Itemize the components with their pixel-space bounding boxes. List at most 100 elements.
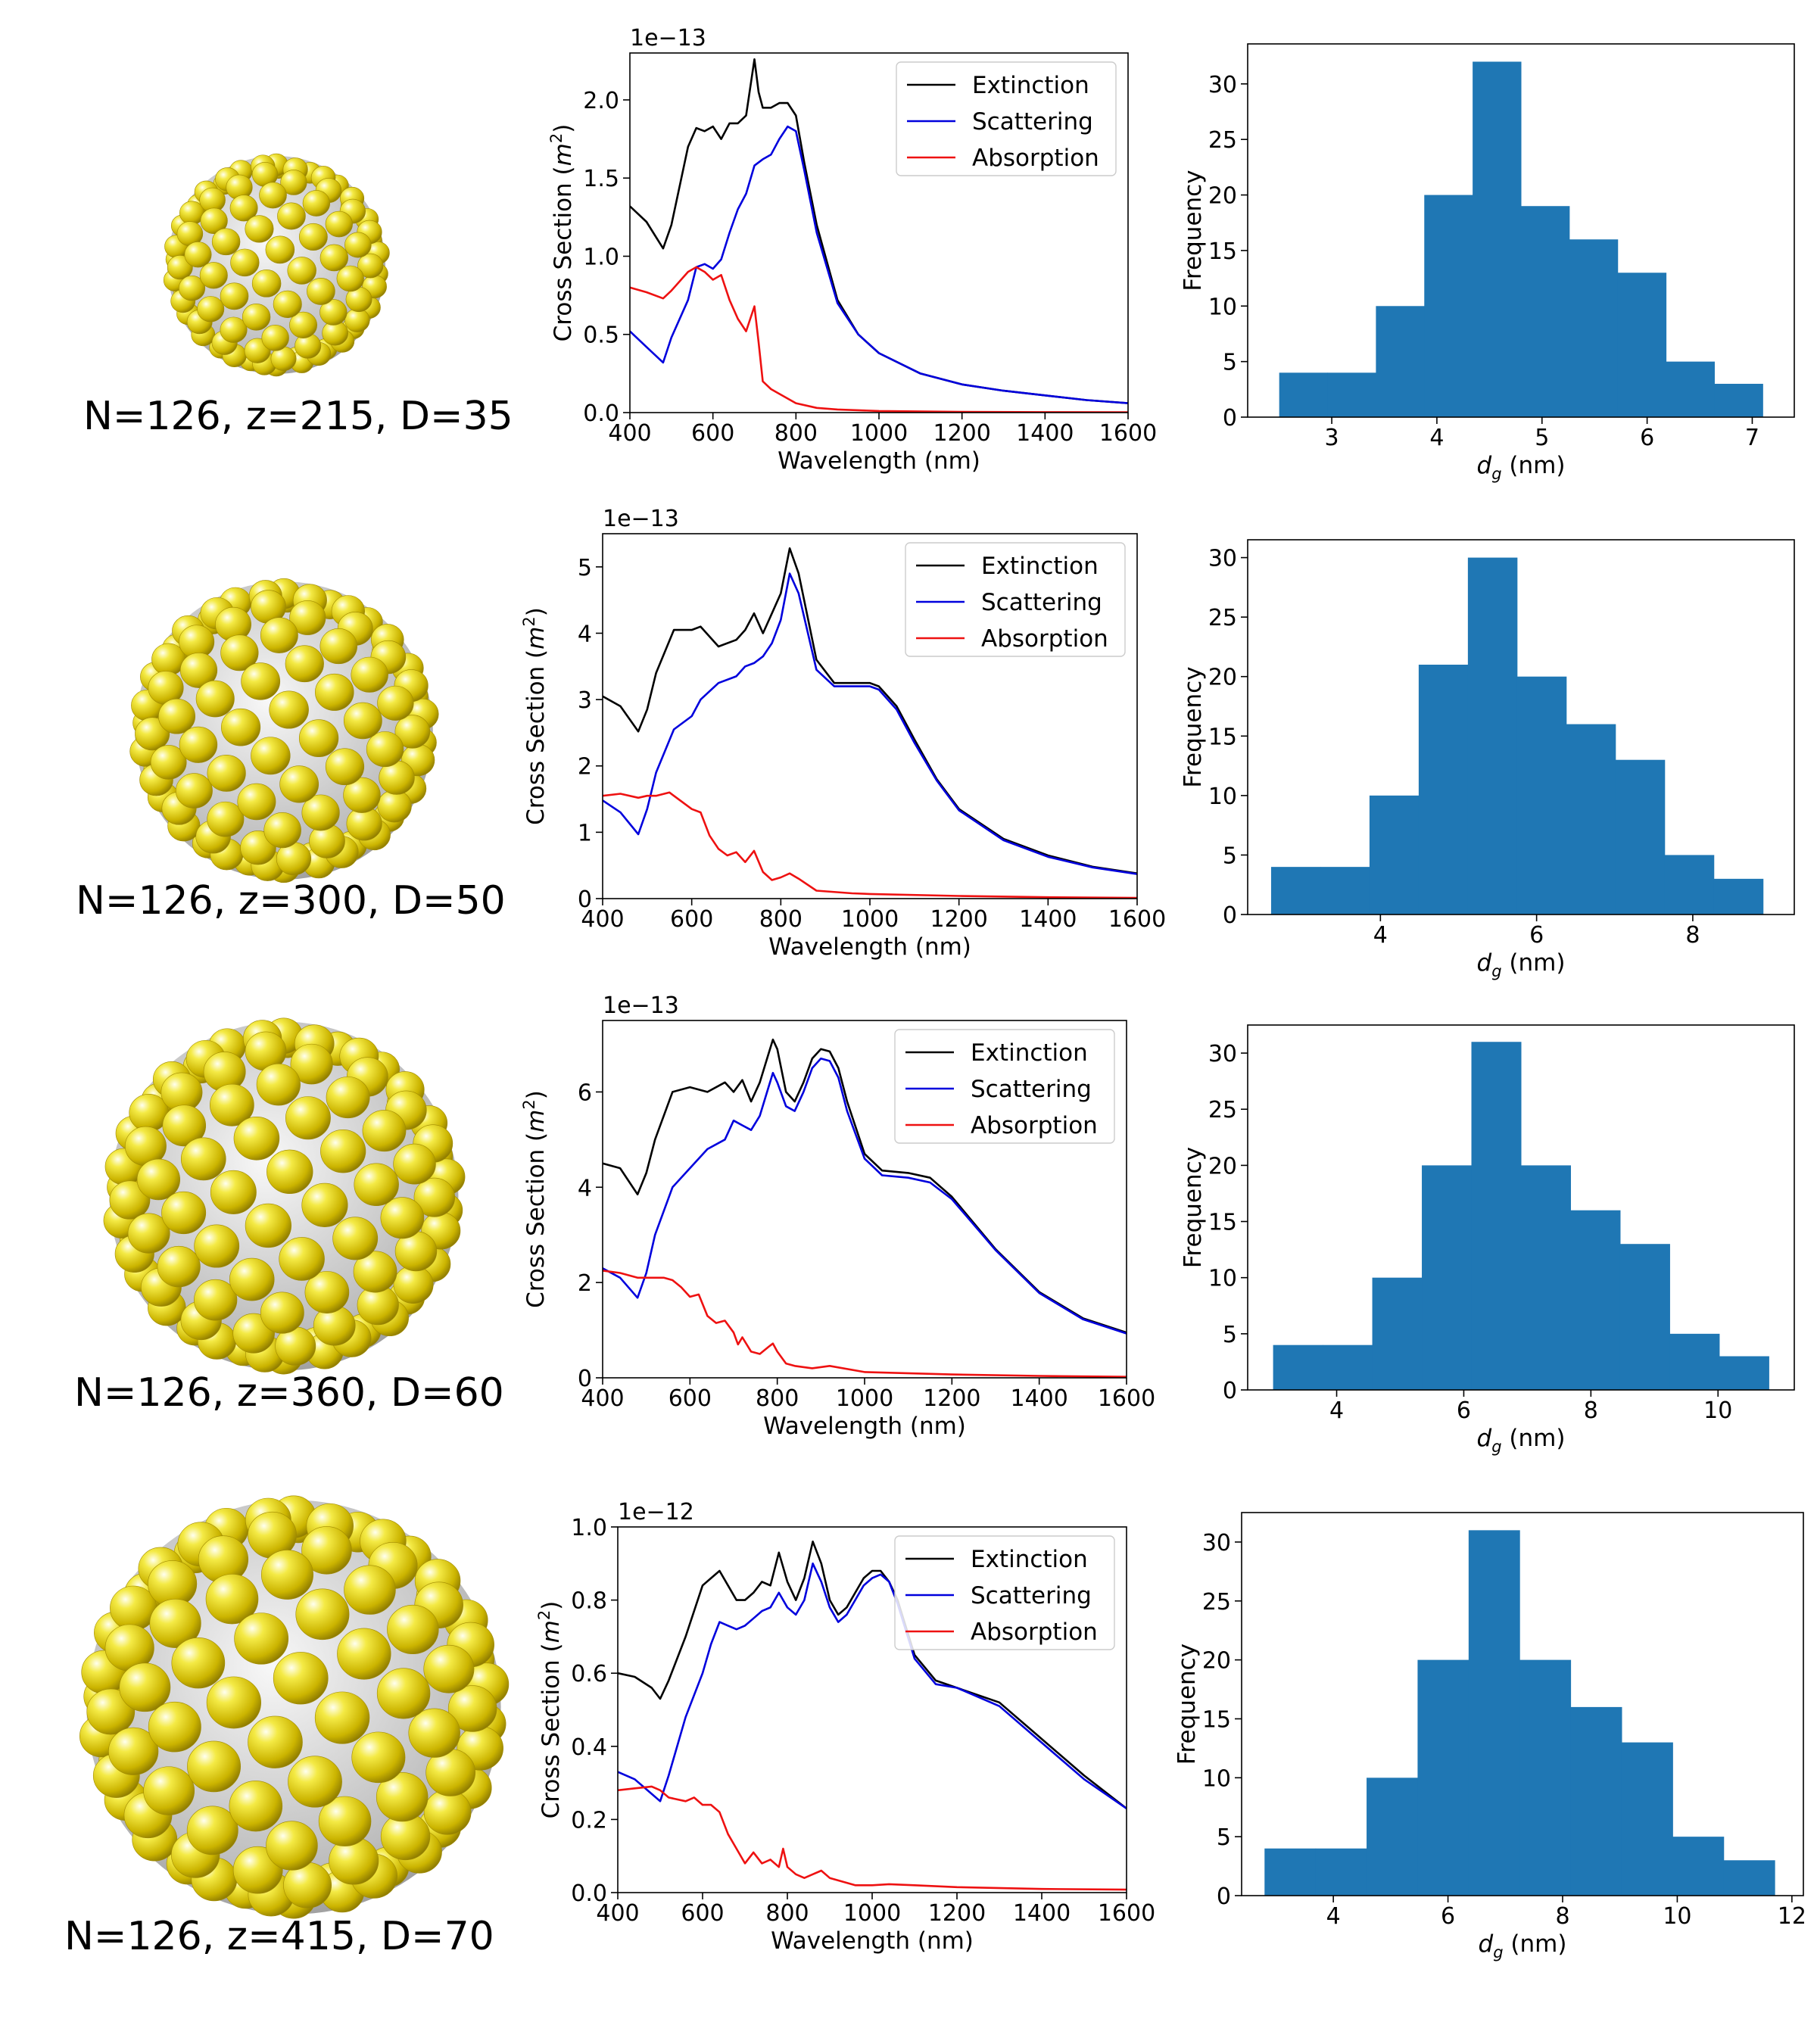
y-tick-label: 1 <box>578 820 592 846</box>
gold-sphere <box>206 1676 261 1729</box>
y-tick-label: 4 <box>578 621 592 647</box>
gold-sphere <box>447 1685 497 1732</box>
histogram-bar <box>1615 759 1666 915</box>
gold-sphere <box>408 1708 460 1758</box>
gold-sphere <box>289 311 317 338</box>
histogram-bar <box>1516 676 1567 915</box>
gold-sphere <box>393 1143 436 1185</box>
gold-sphere <box>175 773 213 809</box>
y-tick-label: 0.5 <box>583 322 619 349</box>
gold-sphere <box>167 255 193 280</box>
gold-sphere <box>393 1265 434 1304</box>
histogram-bar <box>1723 1860 1775 1896</box>
spectrum-chart-row-1: 400 600 800 1000 1200 1400 1600 0.0 0.5 1.0 1.5 2.0… <box>547 25 1157 475</box>
legend-frame <box>894 1535 1115 1650</box>
y-tick-label: 0.4 <box>571 1734 607 1761</box>
caption-row-4: N=126, z=415, D=70 <box>64 1914 494 1959</box>
y-axis-label: Cross Section (m2) <box>547 124 577 342</box>
spectrum-chart-row-3: 400 600 800 1000 1200 1400 1600 0 2 4 6 1e−13 Wavele… <box>520 992 1155 1440</box>
gold-sphere <box>86 1688 136 1735</box>
histogram-bar <box>1422 1165 1473 1390</box>
y-tick-label: 3 <box>578 687 592 714</box>
gold-sphere <box>237 783 276 821</box>
legend-label-absorption: Absorption <box>981 625 1108 653</box>
gold-sphere <box>290 1043 333 1085</box>
legend-label-extinction: Extinction <box>981 553 1099 580</box>
gold-sphere <box>200 207 228 235</box>
y-tick-label: 1.5 <box>583 166 619 192</box>
x-tick-label: 1000 <box>850 420 908 447</box>
y-tick-label: 30 <box>1208 546 1237 572</box>
x-tick-label: 8 <box>1555 1903 1569 1930</box>
histogram-bar <box>1621 1742 1673 1896</box>
gold-sphere <box>301 1182 348 1227</box>
x-tick-label: 4 <box>1329 1397 1344 1424</box>
gold-sphere <box>194 1224 240 1268</box>
histogram-bar <box>1570 1706 1622 1896</box>
y-tick-label: 0 <box>1223 405 1237 432</box>
x-tick-label: 3 <box>1325 425 1339 451</box>
y-tick-label: 4 <box>578 1175 592 1201</box>
x-tick-label: 800 <box>759 906 803 933</box>
y-tick-label: 25 <box>1202 1589 1231 1616</box>
gold-sphere <box>289 600 326 635</box>
x-tick-label: 1000 <box>841 906 899 933</box>
x-tick-label: 10 <box>1663 1903 1691 1930</box>
x-tick-label: 1000 <box>836 1385 893 1412</box>
axis-scale-label: 1e−12 <box>618 1499 694 1525</box>
series-line-extinction <box>603 1038 1127 1334</box>
y-tick-label: 0 <box>578 886 592 913</box>
gold-sphere <box>108 1727 159 1775</box>
x-tick-label: 1600 <box>1108 906 1166 933</box>
x-tick-label: 8 <box>1685 922 1700 949</box>
plot-frame <box>1247 539 1795 915</box>
gold-sphere <box>295 1588 350 1640</box>
x-tick-label: 600 <box>691 420 734 447</box>
series-line-scattering <box>603 1058 1127 1335</box>
y-axis-label: Frequency <box>1180 170 1207 291</box>
axis-scale-label: 1e−13 <box>630 25 706 51</box>
gold-sphere <box>220 316 248 343</box>
gold-sphere <box>220 634 259 671</box>
gold-sphere <box>178 275 206 301</box>
caption-row-3: N=126, z=360, D=60 <box>74 1370 504 1416</box>
x-axis-label: dg (nm) <box>1479 1930 1567 1961</box>
gold-sphere <box>266 1149 313 1195</box>
gold-sphere <box>162 1105 207 1147</box>
gold-sphere <box>351 656 388 693</box>
gold-sphere <box>210 1083 254 1126</box>
y-tick-label: 1.0 <box>571 1515 607 1541</box>
histogram-bar <box>1713 878 1764 915</box>
y-axis-label: Frequency <box>1180 666 1207 787</box>
gold-sphere <box>260 617 298 653</box>
gold-sphere <box>279 1237 325 1281</box>
legend-label-scattering: Scattering <box>971 1582 1092 1609</box>
histogram-bar <box>1372 1277 1423 1390</box>
x-tick-label: 600 <box>681 1900 724 1927</box>
y-tick-label: 0.2 <box>571 1807 607 1834</box>
x-tick-label: 7 <box>1745 425 1759 451</box>
x-tick-label: 1400 <box>1019 906 1077 933</box>
gold-sphere <box>319 299 348 326</box>
histogram-bar <box>1327 372 1376 417</box>
gold-sphere <box>269 690 309 729</box>
x-tick-label: 6 <box>1457 1397 1471 1424</box>
gold-sphere <box>221 708 261 746</box>
histogram-row-4: 4 6 8 10 12 0 5 10 15 20 25 30 dg (nm) Frequency <box>1173 1512 1806 1961</box>
x-tick-label: 4 <box>1326 1903 1341 1930</box>
gold-sphere <box>280 170 307 195</box>
legend-label-absorption: Absorption <box>971 1619 1098 1646</box>
series-line-extinction <box>618 1541 1127 1809</box>
gold-sphere <box>343 777 381 813</box>
gold-sphere <box>326 1077 370 1119</box>
gold-sphere <box>287 257 316 285</box>
histogram-row-2: 4 6 8 0 5 10 15 20 25 30 dg (nm) Frequency <box>1180 539 1795 980</box>
legend-label-absorption: Absorption <box>971 1112 1098 1139</box>
x-tick-label: 800 <box>756 1385 799 1412</box>
legend-label-scattering: Scattering <box>971 1076 1092 1103</box>
histogram-row-3: 4 6 8 10 0 5 10 15 20 25 30 dg (nm) Frequency <box>1180 1024 1795 1456</box>
y-tick-label: 25 <box>1208 127 1237 154</box>
gold-sphere <box>318 1796 372 1846</box>
gold-sphere <box>199 262 228 289</box>
